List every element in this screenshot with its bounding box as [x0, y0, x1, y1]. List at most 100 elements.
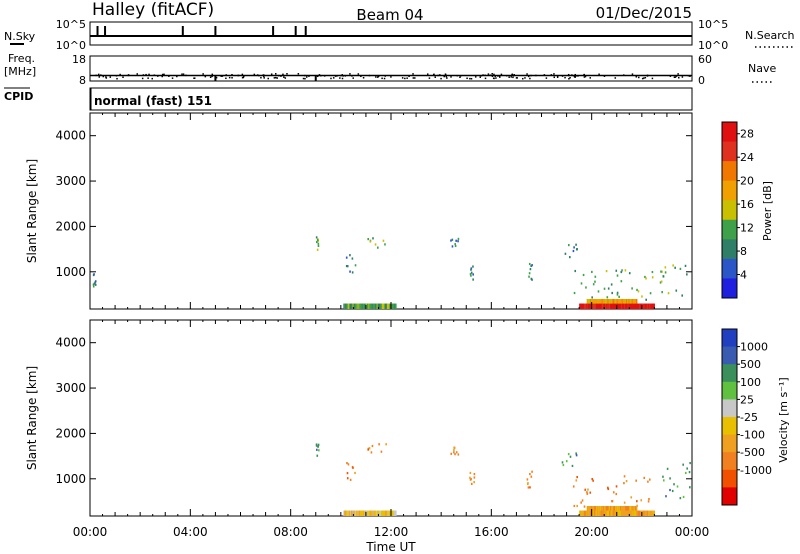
power-ground-cell: [605, 303, 608, 309]
power-ground-cell: [589, 299, 592, 304]
velocity-ground-cell: [640, 510, 642, 516]
power-ground-cell: [603, 299, 605, 304]
power-cell: [345, 264, 348, 268]
power-ground-cell: [391, 303, 393, 309]
power-colorbar-swatch: [722, 278, 737, 299]
velocity-cell: [473, 476, 476, 479]
freq-dot: [263, 74, 265, 76]
power-ground-cell: [621, 299, 624, 304]
velocity-x-ticks: [89, 320, 693, 516]
velocity-ground-cell: [392, 510, 395, 516]
power-ground-cell: [619, 299, 621, 304]
velocity-cell: [352, 466, 354, 469]
freq-dot: [242, 76, 245, 79]
power-ground-cell: [346, 303, 349, 309]
power-ground-cell: [347, 303, 349, 309]
power-ground-cell: [648, 303, 650, 309]
power-ground-cell: [632, 303, 635, 309]
freq-dot: [163, 73, 165, 76]
power-ground-cell: [344, 303, 346, 309]
power-cell: [316, 248, 319, 251]
freq-dot: [598, 73, 600, 76]
power-ground-cell: [622, 303, 625, 309]
velocity-ground-cell: [630, 510, 633, 516]
velocity-y-tick-label: 3000: [55, 381, 86, 395]
velocity-colorbar-tick-label: 25: [740, 393, 754, 406]
power-ground-cell: [653, 303, 655, 309]
velocity-cell: [607, 487, 610, 491]
power-ground-cell: [636, 303, 639, 309]
freq-dot: [574, 73, 576, 76]
power-ground-cell: [593, 299, 595, 304]
freq-dot: [567, 73, 570, 76]
power-cell: [659, 281, 662, 284]
power-ground-cell: [388, 303, 390, 309]
power-cell: [605, 270, 608, 273]
velocity-ground-cell: [646, 510, 649, 516]
freq-dot: [511, 74, 513, 76]
velocity-ground-cell: [605, 510, 607, 516]
power-cell: [367, 238, 369, 241]
power-ground-cell: [614, 299, 616, 304]
velocity-ground-cell: [359, 510, 361, 516]
velocity-ground-cell: [653, 510, 655, 516]
power-cell: [672, 264, 674, 267]
freq-dot: [105, 77, 108, 79]
power-ground-cell: [615, 299, 617, 304]
power-ground-cell: [359, 303, 361, 309]
freq-dot: [211, 75, 213, 78]
freq-dot: [237, 74, 239, 77]
time-axis-labels: 00:00 04:00 08:00 12:00 16:00 20:00 00:00: [73, 525, 710, 539]
velocity-cell: [623, 501, 626, 504]
velocity-ground-cell: [635, 510, 638, 516]
velocity-ground-cell: [595, 510, 598, 516]
freq-dot: [182, 73, 185, 75]
freq-dot: [568, 77, 570, 80]
velocity-cell: [576, 475, 578, 479]
velocity-cell: [686, 467, 688, 470]
freq-dot: [446, 77, 448, 79]
freq-dot: [274, 73, 277, 75]
freq-dot: [479, 76, 481, 78]
velocity-ground-cell: [356, 510, 359, 516]
power-cell: [472, 265, 474, 268]
velocity-colorbar: 1000 500 100 25 -25 -100 -500 -1000: [721, 328, 772, 506]
power-ground-cell: [611, 303, 614, 309]
power-ground-cell: [641, 303, 644, 309]
power-ground-cell: [646, 303, 648, 309]
power-ground-cell: [594, 303, 596, 309]
freq-dot: [505, 74, 508, 77]
power-ground-cell: [599, 299, 601, 304]
power-ground-cell: [629, 303, 631, 309]
power-ground-cell: [638, 303, 640, 309]
power-ground-cell: [599, 303, 601, 309]
time-tick-label: 04:00: [173, 525, 208, 539]
freq-dot: [484, 74, 486, 77]
freq-dot: [512, 76, 514, 79]
velocity-ground-cell: [594, 506, 596, 511]
power-cell: [569, 256, 571, 259]
power-colorbar-swatch: [722, 258, 737, 279]
velocity-ground-cell: [363, 510, 365, 516]
velocity-ground-cell: [377, 510, 380, 516]
power-ground-cell: [379, 303, 381, 309]
velocity-cell: [530, 475, 533, 478]
velocity-ground-cell: [634, 510, 636, 516]
freq-dot: [339, 77, 341, 79]
power-cell: [564, 252, 567, 255]
velocity-colorbar-tick-label: -25: [740, 411, 758, 424]
freq-dot: [181, 73, 183, 75]
freq-dot: [282, 73, 284, 76]
power-ground-cell: [606, 299, 609, 304]
freq-dot: [225, 74, 227, 76]
power-ground-cell: [645, 303, 647, 309]
velocity-cell: [607, 486, 609, 489]
power-colorbar-tick-label: 12: [740, 222, 754, 235]
power-ground-cell: [605, 303, 607, 309]
velocity-ground-cell: [629, 506, 631, 511]
freq-dot: [491, 75, 494, 77]
power-ground-cell: [624, 303, 626, 309]
power-ground-cell: [628, 303, 630, 309]
velocity-cell: [470, 482, 473, 486]
